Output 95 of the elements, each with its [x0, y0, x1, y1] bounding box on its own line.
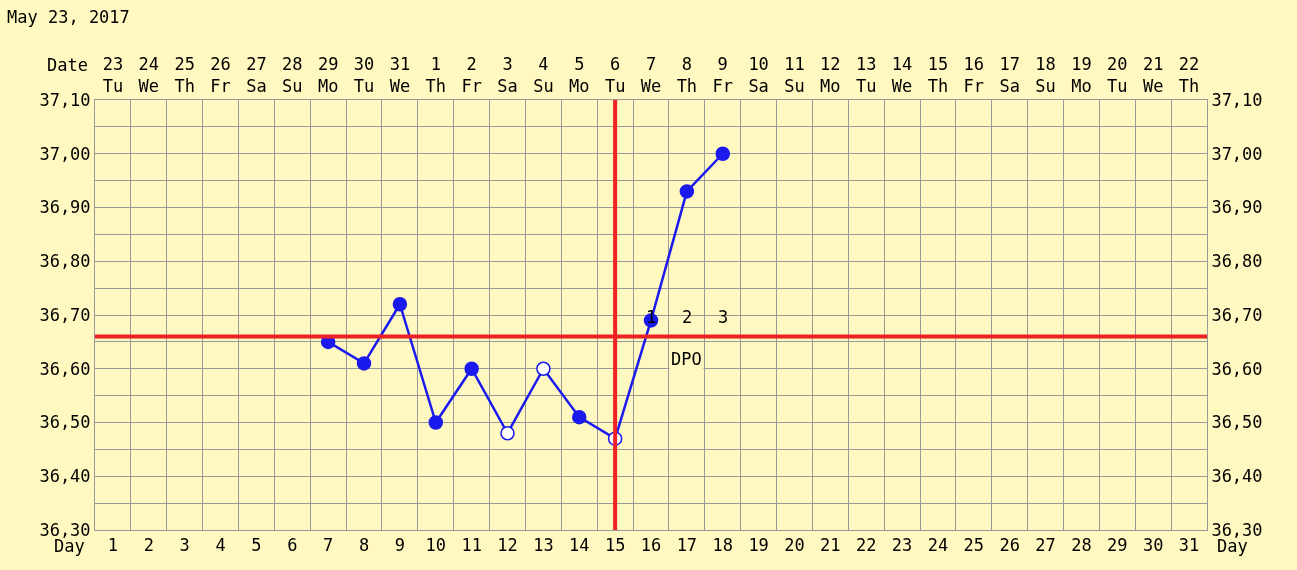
x-tick-label: 16	[640, 535, 662, 556]
x-tick-label: 21	[820, 535, 841, 556]
point	[500, 426, 515, 441]
x2-axis-title: Date	[47, 55, 88, 75]
x2-tick-label: 24 We	[138, 54, 160, 97]
x-tick-label: 12	[497, 535, 518, 556]
x2-tick-label: 13 Tu	[855, 54, 877, 97]
x2-tick-label: 17 Sa	[999, 54, 1020, 97]
y2-tick-label: 36,30	[1211, 519, 1263, 540]
x2-tick-label: 21 We	[1142, 54, 1164, 97]
annotation: 3	[718, 307, 729, 327]
y-tick-label: 36,50	[39, 412, 91, 433]
y2-tick-label: 36,40	[1211, 466, 1263, 487]
y2-tick-label: 37,00	[1211, 143, 1263, 164]
x2-tick-label: 26 Fr	[210, 54, 231, 97]
y-tick-label: 37,10	[39, 89, 91, 110]
x-tick-label: 8	[358, 535, 370, 556]
x-tick-label: 19	[748, 535, 769, 556]
x2-tick-label: 3 Sa	[497, 54, 518, 97]
point	[679, 184, 695, 199]
y2-tick-label: 36,50	[1211, 412, 1263, 433]
point	[356, 356, 372, 371]
x-tick-label: 26	[999, 535, 1020, 556]
x-tick-label: 18	[712, 535, 733, 556]
y2-tick-label: 36,90	[1211, 197, 1263, 218]
point	[464, 361, 479, 376]
annotation: 1	[646, 307, 657, 327]
x-tick-label: 22	[855, 535, 877, 556]
x2-tick-label: 6 Tu	[604, 54, 626, 97]
y-tick-label: 36,80	[39, 251, 91, 272]
y-tick-label: 36,70	[39, 304, 91, 325]
x2-tick-label: 16 Fr	[963, 54, 985, 97]
x-tick-label: 29	[1107, 535, 1128, 556]
x2-tick-label: 28 Su	[282, 54, 303, 97]
x2-tick-label: 15 Th	[927, 54, 949, 97]
point	[572, 409, 587, 425]
x2-tick-label: 7 We	[640, 54, 662, 97]
x2-tick-label: 30 Tu	[353, 54, 375, 97]
x-tick-label: 10	[425, 535, 447, 556]
x2-tick-label: 31 We	[389, 54, 411, 97]
x2-tick-label: 22 Th	[1178, 54, 1200, 97]
chart-title: May 23, 2017	[7, 7, 130, 27]
x-tick-label: 23	[891, 535, 913, 556]
x-tick-label: 7	[323, 535, 334, 556]
x2-tick-label: 4 Su	[533, 54, 554, 97]
y-tick-label: 36,60	[39, 358, 91, 379]
x-tick-label: 17	[676, 535, 698, 556]
x2-tick-label: 5 Mo	[569, 54, 590, 97]
y-tick-label: 36,40	[39, 466, 91, 487]
x2-tick-label: 18 Su	[1035, 54, 1056, 97]
x2-tick-label: 8 Th	[676, 54, 698, 97]
x2-tick-label: 27 Sa	[246, 54, 267, 97]
x2-tick-label: 14 We	[891, 54, 913, 97]
x2-tick-label: 9 Fr	[712, 54, 733, 97]
y2-tick-label: 36,80	[1211, 251, 1263, 272]
y2-tick-label: 36,70	[1211, 304, 1263, 325]
x2-tick-label: 19 Mo	[1071, 54, 1092, 97]
x-tick-label: 9	[394, 535, 406, 556]
x-tick-label: 13	[533, 535, 554, 556]
x2-tick-label: 20 Tu	[1107, 54, 1128, 97]
x-tick-label: 1	[107, 535, 119, 556]
y2-tick-label: 37,10	[1211, 89, 1263, 110]
annotation: 2	[682, 307, 693, 327]
x2-tick-label: 12 Mo	[820, 54, 841, 97]
x2-tick-label: 10 Sa	[748, 54, 769, 97]
point	[536, 361, 551, 376]
point	[392, 297, 408, 312]
annotation: DPO	[671, 349, 702, 369]
x2-tick-label: 1 Th	[425, 54, 447, 97]
x-tick-label: 24	[927, 535, 949, 556]
x-tick-label: 2	[143, 535, 154, 556]
x-tick-label: 14	[569, 535, 590, 556]
x2-tick-label: 11 Su	[784, 54, 805, 97]
x-tick-label: 20	[784, 535, 805, 556]
x2-tick-label: 29 Mo	[317, 54, 339, 97]
point	[715, 146, 730, 161]
x-tick-label: 4	[215, 535, 226, 556]
x-tick-label: 15	[604, 535, 626, 556]
x-tick-label: 27	[1035, 535, 1056, 556]
point	[428, 415, 444, 430]
y2-tick-label: 36,60	[1211, 358, 1263, 379]
x2-tick-label: 2 Fr	[461, 54, 482, 97]
y-tick-label: 36,30	[39, 519, 91, 540]
x-tick-label: 25	[963, 535, 985, 556]
x2-tick-label: 23 Tu	[102, 54, 124, 97]
x-tick-label: 30	[1142, 535, 1164, 556]
x-tick-label: 31	[1178, 535, 1200, 556]
x-tick-label: 5	[251, 535, 262, 556]
x-tick-label: 28	[1071, 535, 1092, 556]
y-tick-label: 36,90	[39, 197, 91, 218]
x-tick-label: 6	[287, 535, 298, 556]
x-tick-label: 3	[179, 535, 190, 556]
x-tick-label: 11	[461, 535, 482, 556]
y-tick-label: 37,00	[39, 143, 91, 164]
x2-tick-label: 25 Th	[174, 54, 195, 97]
